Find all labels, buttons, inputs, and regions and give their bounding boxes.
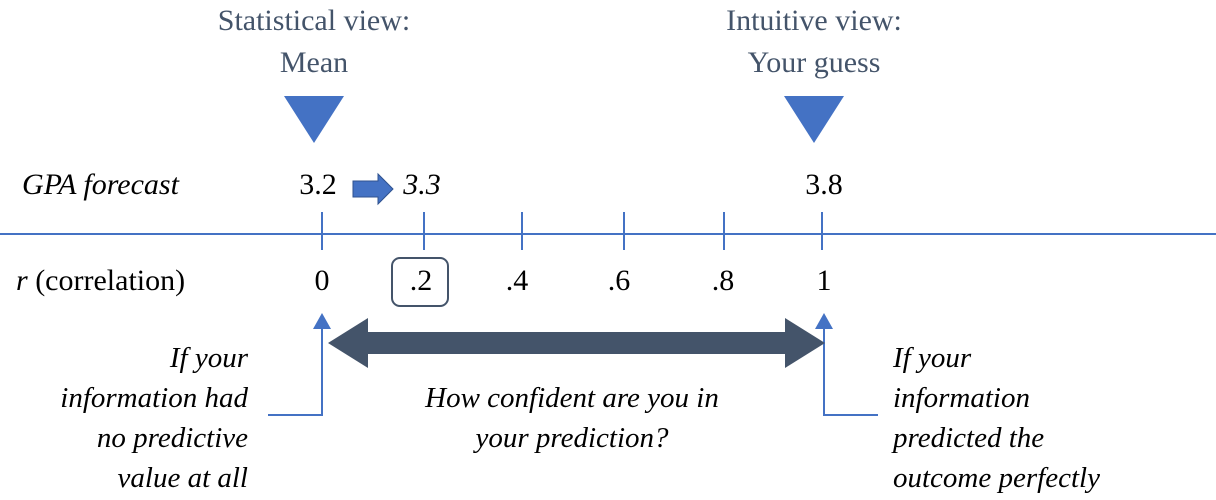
correlation-text: (correlation) [27,264,186,297]
correlation-label: r (correlation) [16,264,185,298]
mean-forecast-value: 3.2 [299,168,337,201]
intuitive-view-subtitle: Your guess [747,46,881,79]
right-up-arrowhead [815,313,833,329]
intuitive-view-title: Intuitive view: [726,4,902,37]
left-connector [268,313,331,416]
mean-marker-triangle [284,96,344,143]
right-connector [815,313,878,416]
statistical-view-header: Statistical view: Mean [184,0,444,84]
guess-forecast-value: 3.8 [805,168,843,201]
left-note-line: no predictive [96,422,248,454]
left-note-line: information had [60,382,248,414]
axis-ticks [321,212,823,250]
intuitive-view-header: Intuitive view: Your guess [684,0,944,84]
correlation-symbol: r [16,264,28,297]
adjusted-forecast-value: 3.3 [403,168,441,201]
right-note-line: outcome perfectly [893,462,1100,494]
shift-arrow-icon [352,172,394,206]
tick-label-8: .8 [711,264,735,297]
center-note: How confident are you in your prediction… [392,378,752,458]
tick-label-6: .6 [607,264,631,297]
guess-marker-triangle [784,96,844,143]
center-note-line: your prediction? [475,422,669,454]
tick-label-4: .4 [505,264,529,297]
gpa-forecast-label: GPA forecast [22,168,179,201]
right-note-line: information [893,382,1030,414]
left-note-line: If your [169,342,248,374]
left-up-arrowhead [313,313,331,329]
center-note-line: How confident are you in [425,382,719,414]
tick-label-0: 0 [314,264,330,297]
right-note: If your information predicted the outcom… [893,338,1193,498]
right-note-line: predicted the [893,422,1045,454]
highlight-box [391,257,449,307]
statistical-view-title: Statistical view: [217,4,411,37]
right-note-line: If your [893,342,972,374]
left-note-line: value at all [117,462,248,494]
tick-label-10: 1 [816,264,832,297]
left-note: If your information had no predictive va… [10,338,248,498]
confidence-double-arrow [328,318,825,368]
tick-label-2: .2 [409,264,433,297]
statistical-view-subtitle: Mean [279,46,349,79]
